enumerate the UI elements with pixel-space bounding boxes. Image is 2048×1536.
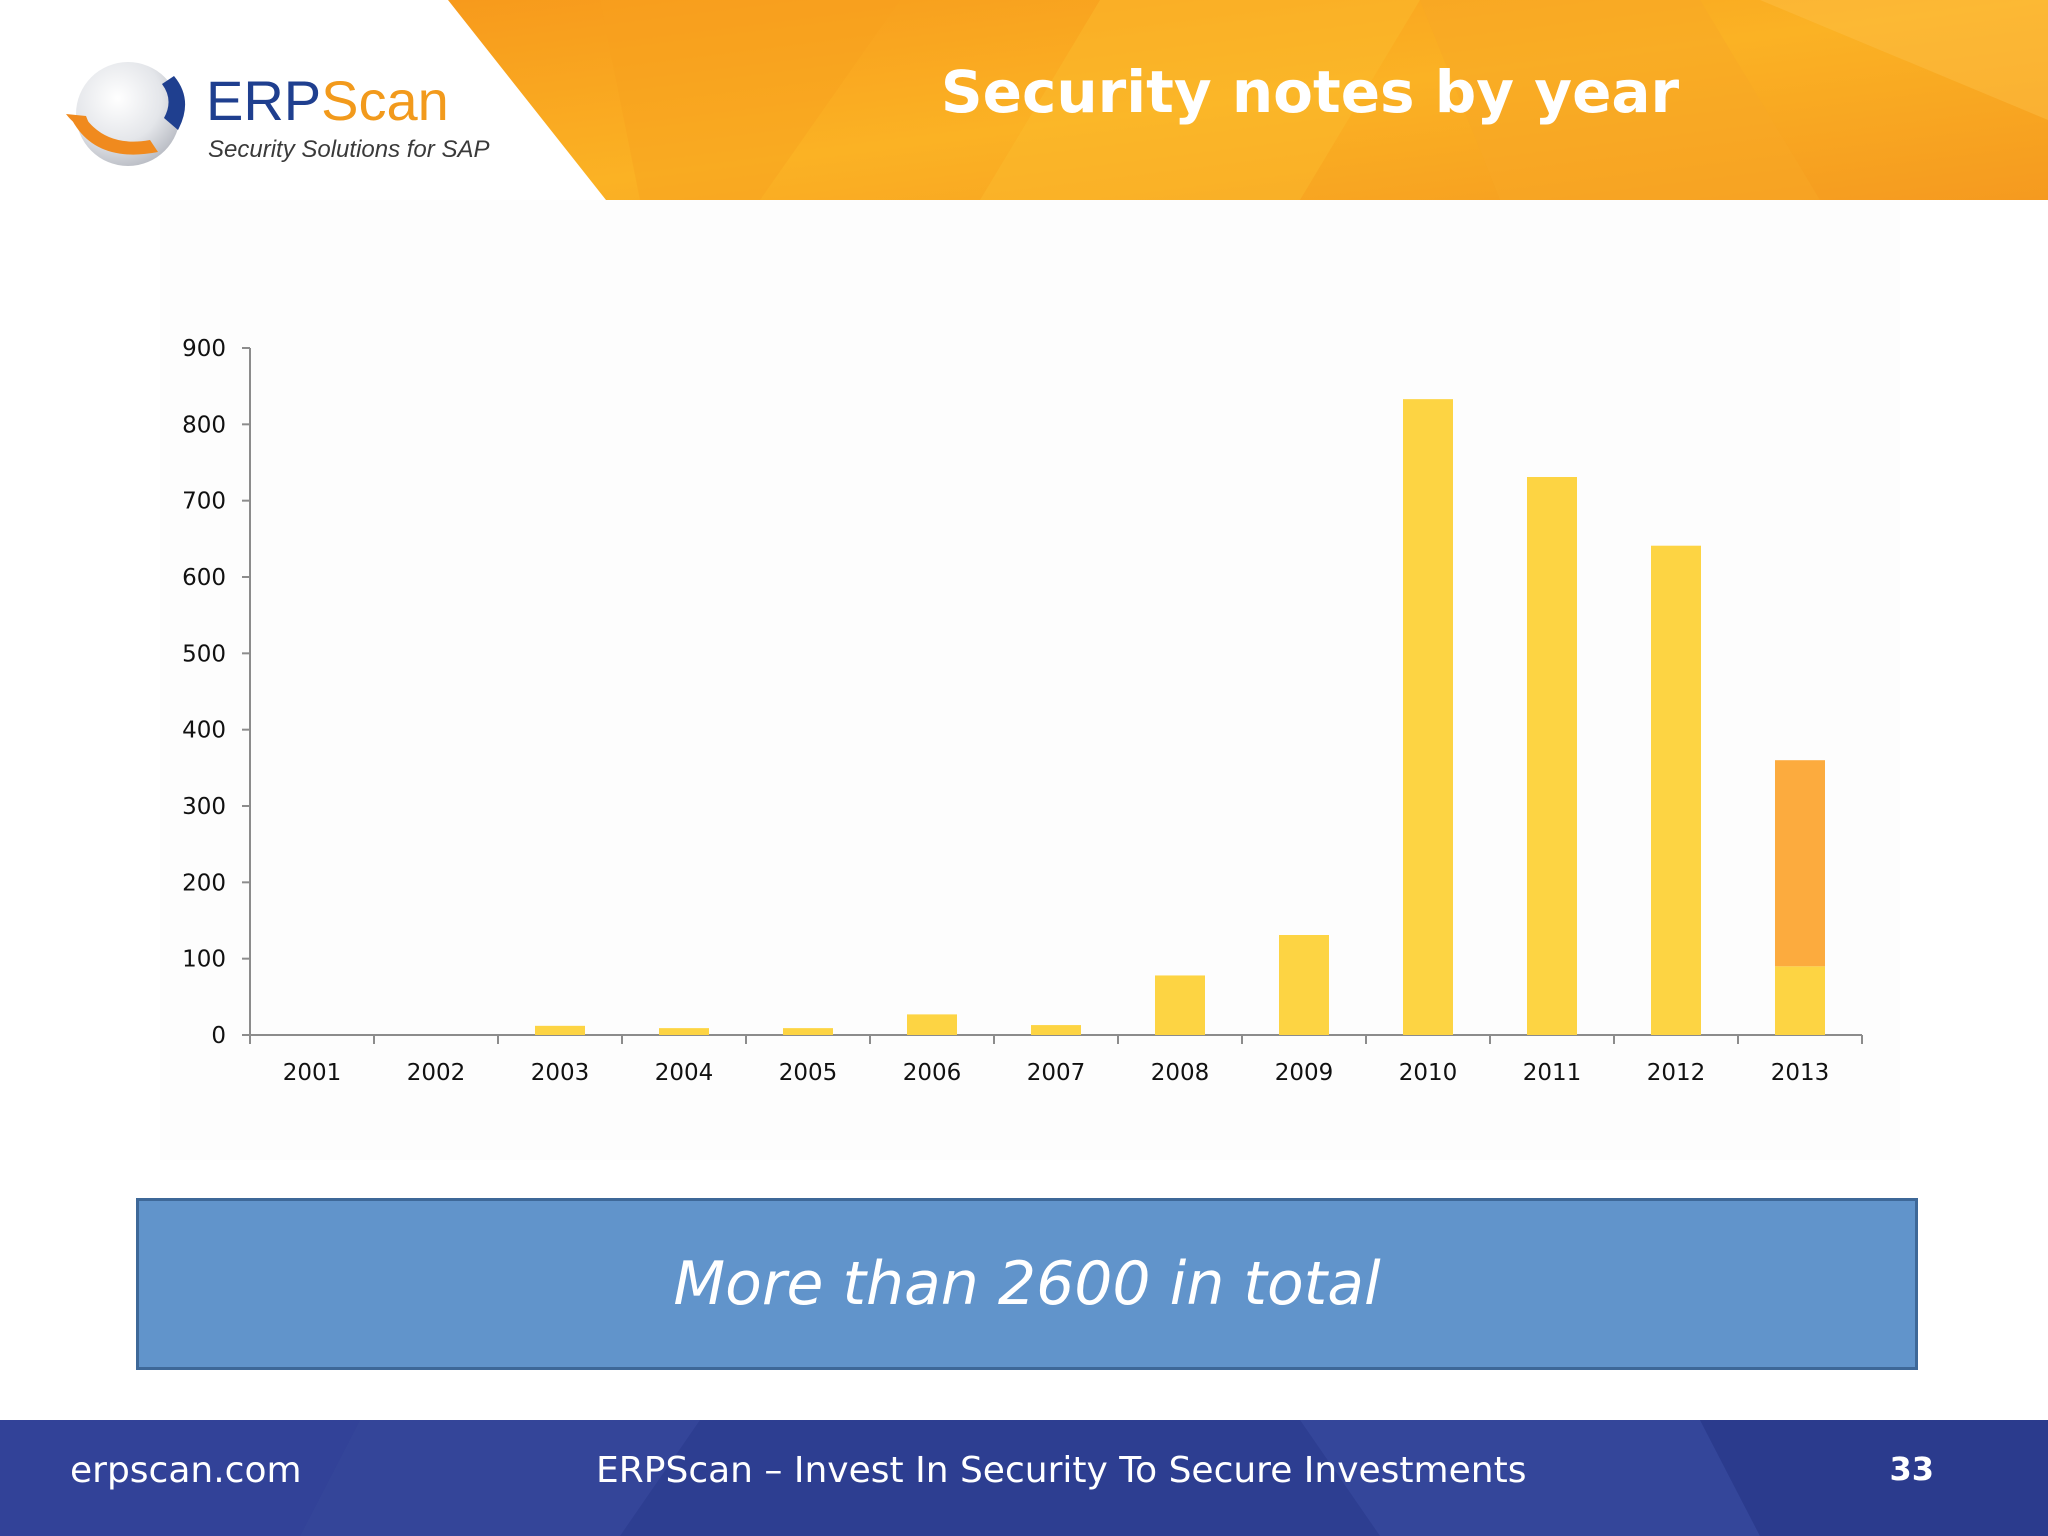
x-tick-label: 2003 xyxy=(531,1060,590,1086)
bar-2010 xyxy=(1403,399,1453,1035)
bar-2003 xyxy=(535,1025,585,1035)
x-tick-label: 2007 xyxy=(1027,1060,1086,1086)
chart-area: 0 100 200 300 400 500 600 700 800 900 2001 2002 200… xyxy=(160,200,1900,1160)
x-tick-label: 2012 xyxy=(1647,1060,1706,1086)
callout-text: More than 2600 in total xyxy=(673,1249,1381,1319)
bar-2013-segment-2 xyxy=(1775,760,1825,967)
bars xyxy=(535,399,1825,1036)
logo-tagline: Security Solutions for SAP xyxy=(208,136,490,163)
logo-wordmark: ERPScan xyxy=(206,68,449,133)
y-tick-label: 0 xyxy=(211,1023,226,1049)
x-tick-label: 2008 xyxy=(1151,1060,1210,1086)
x-tick-label: 2004 xyxy=(655,1060,714,1086)
y-tick-label: 900 xyxy=(182,336,226,362)
y-tick-label: 600 xyxy=(182,565,226,591)
x-tick-label: 2006 xyxy=(903,1060,962,1086)
y-tick-label: 700 xyxy=(182,489,226,515)
footer-url: erpscan.com xyxy=(70,1450,302,1491)
x-tick-label: 2011 xyxy=(1523,1060,1582,1086)
bar-2013 xyxy=(1775,966,1825,1035)
logo-wordmark-scan: Scan xyxy=(321,69,449,132)
page-number: 33 xyxy=(1889,1450,1934,1488)
header-banner xyxy=(448,0,2048,200)
y-tick-label: 100 xyxy=(182,947,226,973)
y-tick-label: 500 xyxy=(182,641,226,667)
callout-box: More than 2600 in total xyxy=(136,1198,1918,1370)
bar-2004 xyxy=(659,1028,709,1035)
bar-2012 xyxy=(1651,545,1701,1035)
y-tick-label: 200 xyxy=(182,870,226,896)
globe-icon xyxy=(66,62,186,166)
x-tick-label: 2002 xyxy=(407,1060,466,1086)
x-tick-label: 2009 xyxy=(1275,1060,1334,1086)
bar-2011 xyxy=(1527,477,1577,1036)
y-tick-label: 800 xyxy=(182,412,226,438)
bar-2009 xyxy=(1279,935,1329,1035)
bar-2007 xyxy=(1031,1025,1081,1035)
bar-2006 xyxy=(907,1014,957,1035)
x-tick-label: 2001 xyxy=(283,1060,342,1086)
y-tick-label: 300 xyxy=(182,794,226,820)
y-tick-label: 400 xyxy=(182,718,226,744)
x-tick-label: 2010 xyxy=(1399,1060,1458,1086)
footer-slogan: ERPScan – Invest In Security To Secure I… xyxy=(596,1450,1527,1491)
erpscan-logo: ERPScan Security Solutions for SAP xyxy=(66,60,506,170)
x-tick-label: 2005 xyxy=(779,1060,838,1086)
x-tick-label: 2013 xyxy=(1771,1060,1830,1086)
slide-title: Security notes by year xyxy=(940,58,1680,126)
footer-decoration xyxy=(0,1420,2048,1536)
bar-2005 xyxy=(783,1028,833,1035)
bar-2008 xyxy=(1155,975,1205,1035)
footer: erpscan.com ERPScan – Invest In Security… xyxy=(0,1420,2048,1536)
logo-wordmark-erp: ERP xyxy=(206,69,322,132)
x-axis: 2001 2002 2003 2004 2005 2006 2007 2008 2009 2010… xyxy=(249,1034,1863,1086)
y-axis: 0 100 200 300 400 500 600 700 800 900 xyxy=(182,336,251,1049)
